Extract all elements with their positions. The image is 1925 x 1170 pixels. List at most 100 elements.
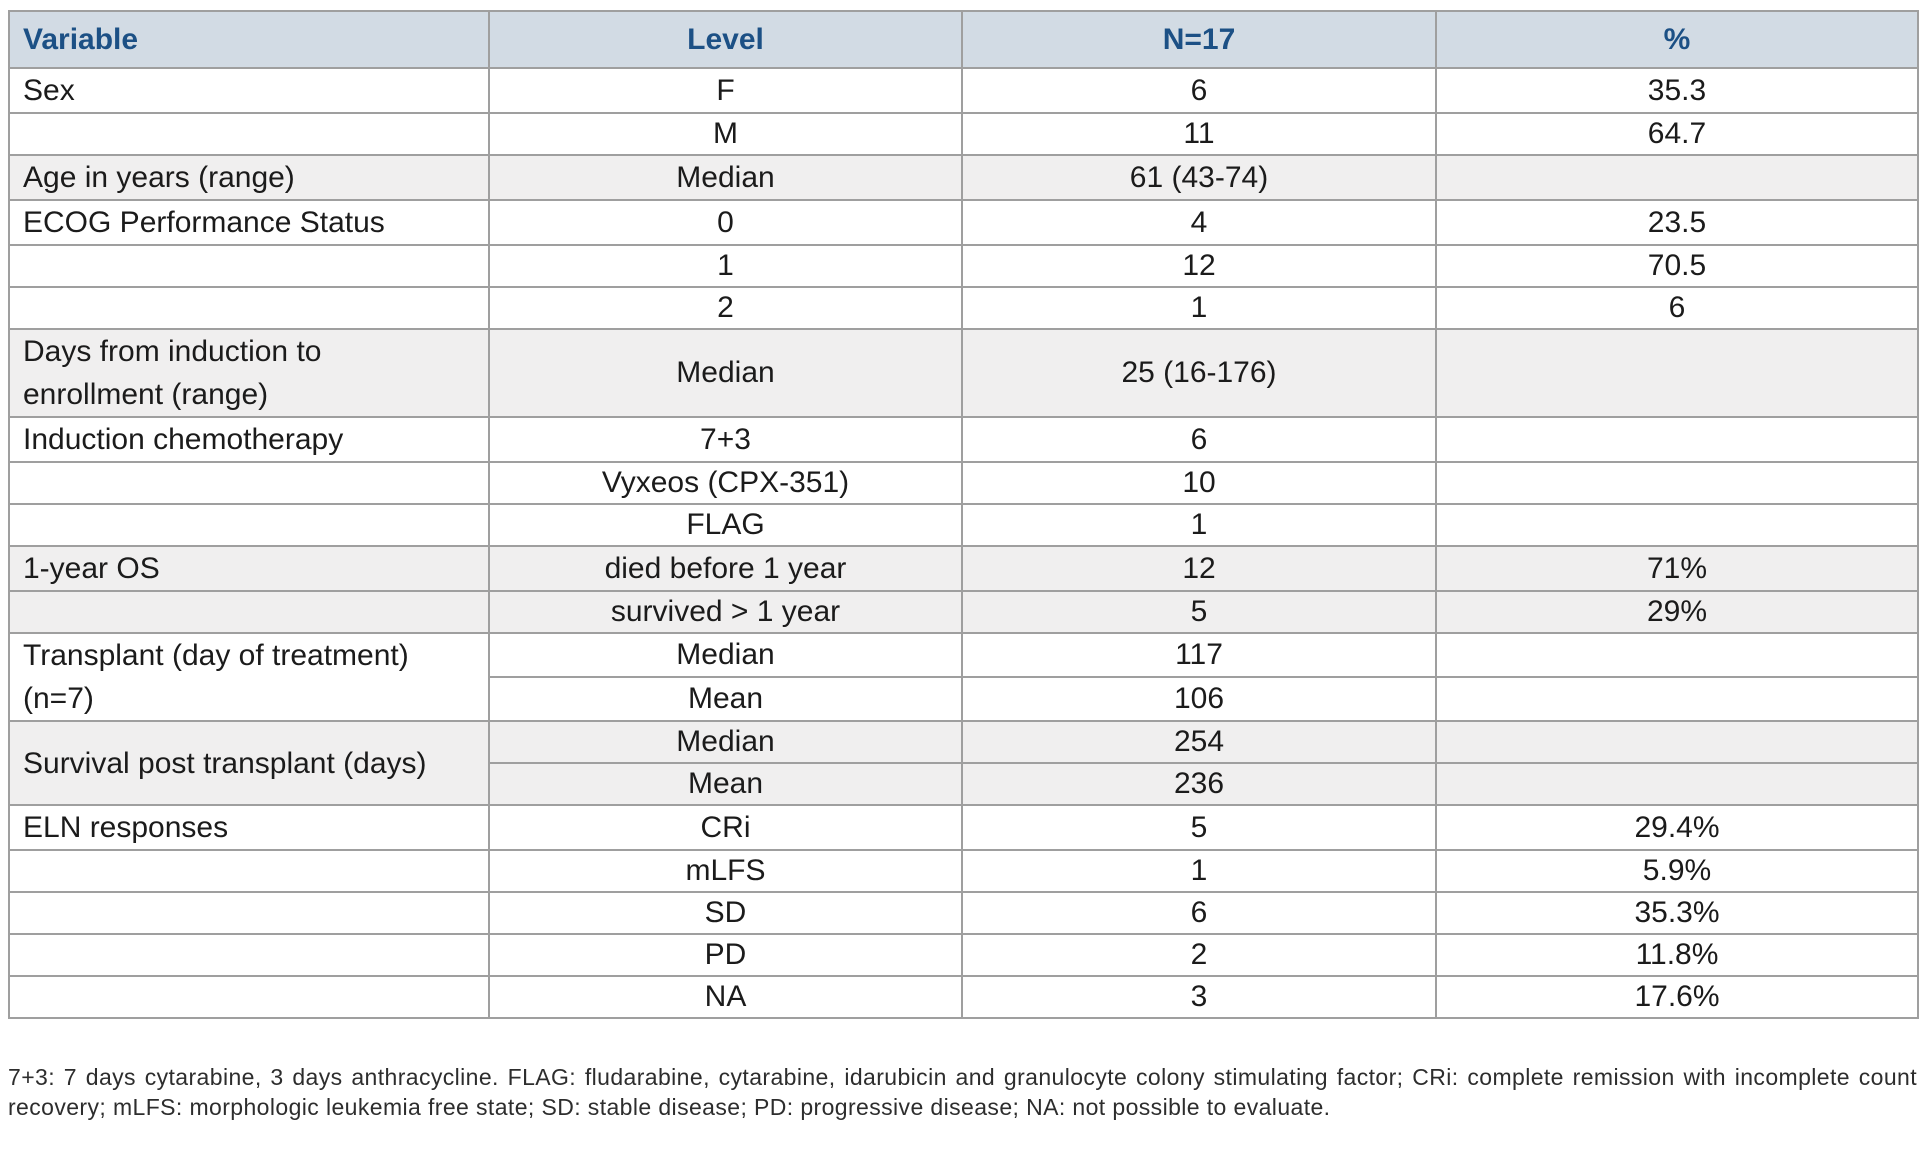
table-row-eln-mlfs: mLFS 1 5.9% [8, 849, 1919, 893]
cell-variable [8, 975, 490, 1019]
cell-n: 25 (16-176) [961, 328, 1437, 418]
table-row-eln-cri: ELN responses CRi 5 29.4% [8, 804, 1919, 851]
cell-level: FLAG [488, 503, 963, 547]
cell-level: CRi [488, 804, 963, 851]
table-row-induction-73: Induction chemotherapy 7+3 6 [8, 416, 1919, 463]
table-row-survival-mean: Mean 236 [9, 762, 1919, 806]
table-row-transplant-mean: Mean 106 [9, 676, 1919, 722]
cell-variable: Sex [8, 67, 490, 114]
cell-level: died before 1 year [488, 545, 963, 592]
cell-variable [8, 503, 490, 547]
table-row-sex-f: Sex F 6 35.3 [8, 67, 1919, 114]
cell-level: Median [488, 328, 963, 418]
cell-pct [1435, 328, 1919, 418]
col-header-variable: Variable [8, 10, 490, 69]
cell-level: 0 [488, 199, 963, 246]
cell-level: Mean [488, 762, 963, 806]
cell-pct [1435, 503, 1919, 547]
patient-characteristics-table: Variable Level N=17 % Sex F 6 35.3 M 11 [8, 10, 1919, 1019]
cell-pct [1435, 762, 1919, 806]
variable-line-2: (n=7) [23, 682, 94, 715]
table-row-eln-pd: PD 2 11.8% [8, 933, 1919, 977]
cell-variable-survival: Survival post transplant (days) [8, 720, 490, 806]
cell-n: 12 [961, 545, 1437, 592]
table-row-sex-m: M 11 64.7 [8, 112, 1919, 156]
cell-variable: Induction chemotherapy [8, 416, 490, 463]
cell-pct: 29% [1435, 590, 1919, 634]
variable-line-1: Days from induction to [23, 335, 322, 368]
cell-n: 10 [961, 461, 1437, 505]
cell-level: 1 [488, 244, 963, 288]
cell-level: F [488, 67, 963, 114]
variable-line-1: Transplant (day of treatment) [23, 639, 409, 672]
table-row-ecog-1: 1 12 70.5 [8, 244, 1919, 288]
cell-variable [8, 286, 490, 330]
cell-n: 61 (43-74) [961, 154, 1437, 201]
cell-level: Median [488, 154, 963, 201]
cell-pct [1435, 461, 1919, 505]
cell-pct [1435, 416, 1919, 463]
table-container: Variable Level N=17 % Sex F 6 35.3 M 11 [8, 10, 1919, 1019]
cell-level: 2 [488, 286, 963, 330]
cell-pct: 35.3 [1435, 67, 1919, 114]
cell-variable: ECOG Performance Status [8, 199, 490, 246]
cell-n: 254 [961, 720, 1437, 764]
cell-level: Median [488, 720, 963, 764]
cell-n: 236 [961, 762, 1437, 806]
cell-pct: 5.9% [1435, 849, 1919, 893]
cell-level: SD [488, 891, 963, 935]
cell-pct: 70.5 [1435, 244, 1919, 288]
table-row-transplant-median: Transplant (day of treatment) (n=7) Medi… [8, 632, 1919, 722]
cell-n: 1 [961, 503, 1437, 547]
table-row-induction-flag: FLAG 1 [8, 503, 1919, 547]
cell-level: M [488, 112, 963, 156]
cell-variable: ELN responses [8, 804, 490, 851]
table-footnote: 7+3: 7 days cytarabine, 3 days anthracyc… [8, 1064, 1917, 1120]
variable-line-2: enrollment (range) [23, 378, 269, 411]
col-header-n: N=17 [961, 10, 1437, 69]
cell-variable: Age in years (range) [8, 154, 490, 201]
cell-level: Median [488, 632, 963, 678]
cell-level: mLFS [488, 849, 963, 893]
cell-n: 11 [961, 112, 1437, 156]
cell-pct [1435, 154, 1919, 201]
cell-pct: 23.5 [1435, 199, 1919, 246]
cell-pct: 29.4% [1435, 804, 1919, 851]
cell-pct: 64.7 [1435, 112, 1919, 156]
cell-variable: Days from induction to enrollment (range… [8, 328, 490, 418]
cell-variable [8, 933, 490, 977]
table-row-survival-median: Survival post transplant (days) Median 2… [8, 720, 1919, 806]
cell-variable [8, 112, 490, 156]
table-row-ecog-0: ECOG Performance Status 0 4 23.5 [8, 199, 1919, 246]
col-header-level: Level [488, 10, 963, 69]
col-header-pct: % [1435, 10, 1919, 69]
table-row-os-died: 1-year OS died before 1 year 12 71% [8, 545, 1919, 592]
cell-pct: 71% [1435, 545, 1919, 592]
cell-n: 2 [961, 933, 1437, 977]
table-row-induction-vyxeos: Vyxeos (CPX-351) 10 [8, 461, 1919, 505]
cell-n: 3 [961, 975, 1437, 1019]
cell-n: 5 [961, 804, 1437, 851]
cell-level: survived > 1 year [488, 590, 963, 634]
table-row-eln-sd: SD 6 35.3% [8, 891, 1919, 935]
cell-n: 4 [961, 199, 1437, 246]
header-row: Variable Level N=17 % [8, 10, 1919, 69]
cell-n: 6 [961, 416, 1437, 463]
cell-n: 117 [961, 632, 1437, 678]
table-row-eln-na: NA 3 17.6% [8, 975, 1919, 1019]
table-row-days-induction: Days from induction to enrollment (range… [8, 328, 1919, 418]
cell-variable [8, 891, 490, 935]
cell-variable [8, 849, 490, 893]
cell-level: PD [488, 933, 963, 977]
cell-variable-transplant: Transplant (day of treatment) (n=7) [8, 632, 490, 722]
cell-variable [8, 244, 490, 288]
cell-n: 5 [961, 590, 1437, 634]
cell-n: 1 [961, 849, 1437, 893]
cell-level: Mean [488, 676, 963, 722]
cell-n: 6 [961, 891, 1437, 935]
cell-level: NA [488, 975, 963, 1019]
cell-n: 106 [961, 676, 1437, 722]
cell-level: Vyxeos (CPX-351) [488, 461, 963, 505]
cell-level: 7+3 [488, 416, 963, 463]
